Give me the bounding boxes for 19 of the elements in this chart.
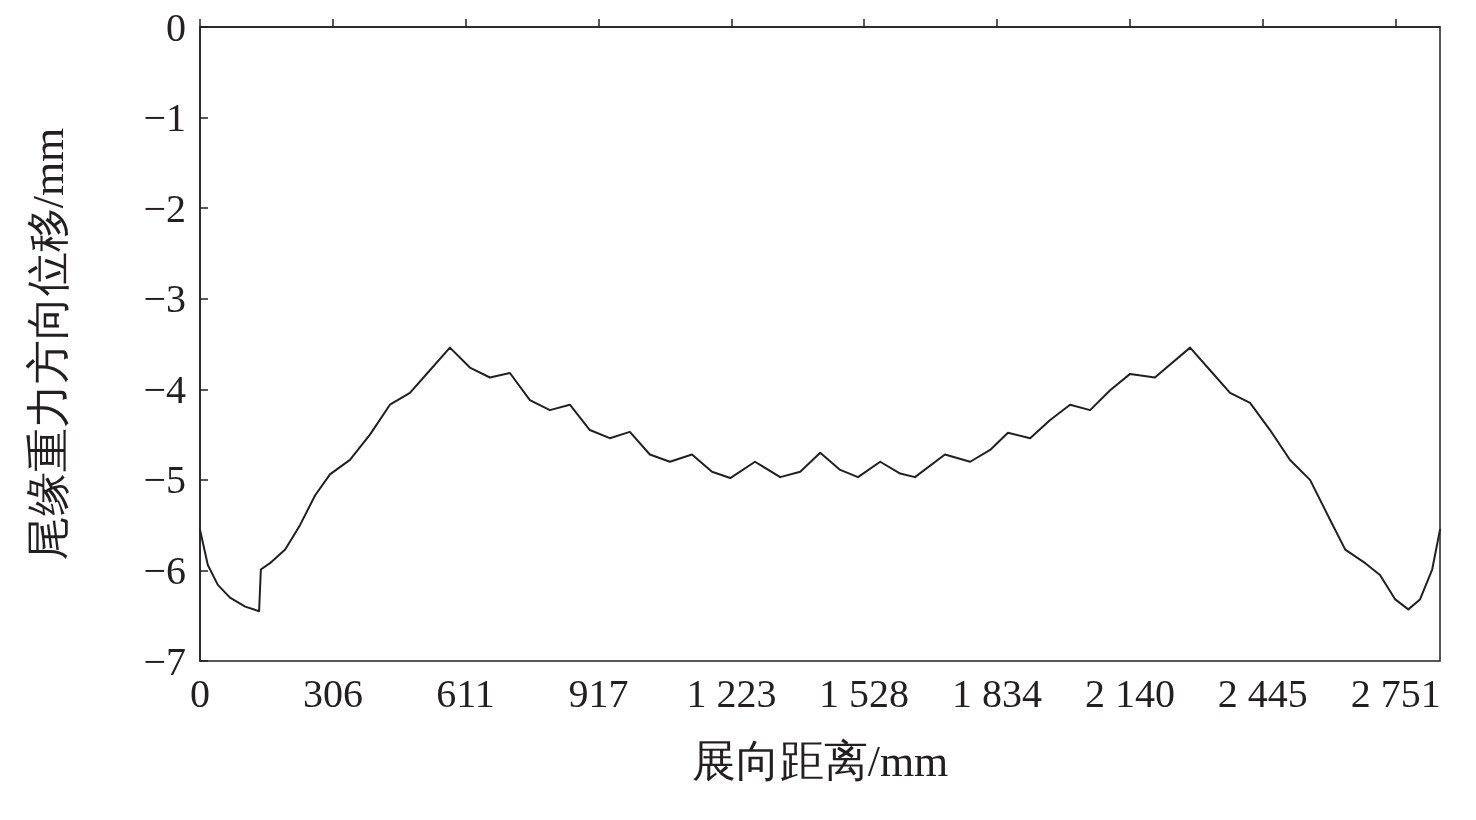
y-tick-label: −5 [143,457,186,503]
y-tick-label: −2 [143,185,186,231]
y-tick-label: −3 [143,276,186,322]
y-axis-title: 尾缘重力方向位移/mm [23,127,73,561]
x-tick-label: 2 140 [1085,670,1176,716]
y-tick-label: −7 [143,638,186,684]
x-tick-label: 2 751 [1350,670,1441,716]
x-tick-label: 2 445 [1217,670,1308,716]
y-tick-label: −6 [143,547,186,593]
y-tick-label: −4 [143,366,186,412]
x-tick-label: 917 [568,670,629,716]
x-tick-label: 1 223 [686,670,777,716]
x-axis-title: 展向距离/mm [691,736,949,786]
x-tick-label: 1 834 [952,670,1043,716]
y-tick-label: 0 [166,4,186,50]
x-tick-label: 306 [303,670,363,716]
x-tick-label: 1 528 [819,670,910,716]
x-tick-label: 611 [436,670,495,716]
y-tick-label: −1 [143,95,186,141]
